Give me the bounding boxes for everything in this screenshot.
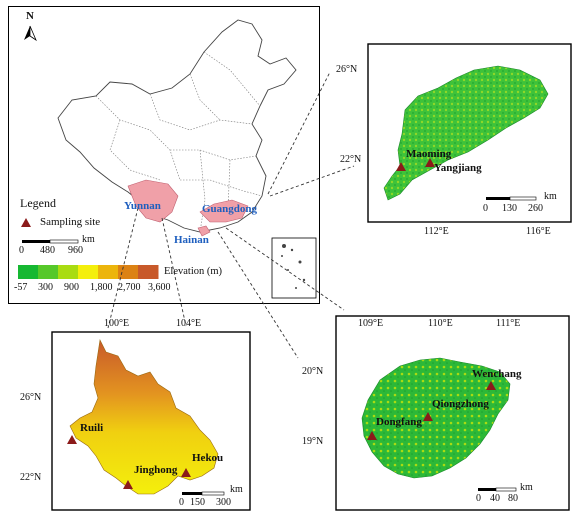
yunnan-scale-tick-0: 0	[179, 497, 184, 508]
elevation-tick-3: 1,800	[90, 282, 113, 293]
guangdong-lat-26: 26°N	[336, 64, 358, 75]
hainan-scale-tick-1: 40	[490, 493, 500, 504]
yunnan-scale-bar	[182, 492, 202, 495]
legend-scale-tick-0: 0	[19, 245, 24, 256]
guangdong-highlight	[199, 199, 249, 223]
elevation-tick-1: 300	[38, 282, 53, 293]
yunnan-lon-104: 104°E	[176, 318, 202, 329]
legend-site-marker-icon	[21, 218, 31, 227]
hainan-lon-110: 110°E	[428, 318, 453, 329]
province-label-hainan: Hainan	[174, 234, 209, 246]
yunnan-site-hekou-icon	[181, 468, 191, 477]
yunnan-scale-tick-1: 150	[190, 497, 205, 508]
hainan-site-wenchang-icon	[486, 381, 496, 390]
china-outline	[57, 19, 297, 233]
yunnan-landmass	[69, 339, 219, 495]
guangdong-site-maoming: Maoming	[406, 148, 452, 160]
elevation-tick-4: 2,700	[118, 282, 141, 293]
yunnan-scale-unit: km	[230, 484, 243, 495]
province-label-guangdong: Guangdong	[202, 203, 258, 215]
yunnan-site-hekou: Hekou	[192, 452, 224, 464]
legend-scale-tick-2: 960	[68, 245, 83, 256]
guangdong-lat-22: 22°N	[340, 154, 362, 165]
elevation-colorbar-swatch	[98, 265, 119, 279]
guangdong-scale-tick-2: 260	[528, 203, 543, 214]
guangdong-scale-unit: km	[544, 191, 557, 202]
yunnan-lon-100: 100°E	[104, 318, 130, 329]
province-boundaries	[95, 51, 263, 233]
elevation-colorbar-swatch	[38, 265, 59, 279]
hainan-lon-111: 111°E	[496, 318, 521, 329]
yunnan-lat-26: 26°N	[20, 392, 42, 403]
guangdong-site-maoming-icon	[396, 162, 406, 171]
north-arrow-icon	[24, 25, 37, 42]
legend-scale-unit: km	[82, 234, 95, 245]
hainan-lon-109: 109°E	[358, 318, 384, 329]
hainan-landmass	[361, 357, 511, 479]
elevation-colorbar-swatch	[118, 265, 139, 279]
yunnan-highlight	[127, 179, 179, 223]
elevation-colorbar-swatch	[78, 265, 99, 279]
hainan-site-qiongzhong-icon	[423, 412, 433, 421]
leader-lines	[107, 71, 355, 359]
province-label-yunnan: Yunnan	[124, 200, 161, 212]
inset-islands	[281, 244, 306, 289]
guangdong-lon-112: 112°E	[424, 226, 449, 237]
hainan-scale-tick-0: 0	[476, 493, 481, 504]
hainan-highlight	[197, 225, 211, 237]
guangdong-lon-116: 116°E	[526, 226, 551, 237]
elevation-colorbar	[18, 265, 159, 279]
elevation-tick-5: 3,600	[148, 282, 171, 293]
yunnan-site-jinghong: Jinghong	[134, 464, 178, 476]
guangdong-scale-tick-0: 0	[483, 203, 488, 214]
hainan-site-dongfang-icon	[367, 431, 377, 440]
yunnan-site-ruili: Ruili	[80, 422, 104, 434]
hainan-site-qiongzhong: Qiongzhong	[432, 398, 489, 410]
guangdong-scale-tick-1: 130	[502, 203, 517, 214]
hainan-site-wenchang: Wenchang	[472, 368, 522, 380]
guangdong-site-yangjiang-icon	[425, 158, 435, 167]
guangdong-site-yangjiang: Yangjiang	[434, 162, 482, 174]
hainan-lat-19: 19°N	[302, 436, 324, 447]
yunnan-site-ruili-icon	[67, 435, 77, 444]
yunnan-scale-tick-2: 300	[216, 497, 231, 508]
legend-scale-tick-1: 480	[40, 245, 55, 256]
hainan-scale-tick-2: 80	[508, 493, 518, 504]
hainan-scale-unit: km	[520, 482, 533, 493]
south-china-sea-inset	[271, 237, 317, 299]
north-label: N	[26, 10, 34, 22]
hainan-lat-20: 20°N	[302, 366, 324, 377]
yunnan-site-jinghong-icon	[123, 480, 133, 489]
guangdong-scale-bar	[486, 197, 510, 200]
elevation-title: Elevation (m)	[164, 266, 223, 277]
elevation-tick-0: -57	[14, 282, 28, 293]
elevation-tick-2: 900	[64, 282, 79, 293]
elevation-colorbar-swatch	[18, 265, 39, 279]
guangdong-landmass	[383, 65, 549, 201]
elevation-colorbar-swatch	[58, 265, 79, 279]
yunnan-lat-22: 22°N	[20, 472, 42, 483]
legend-title: Legend	[20, 196, 56, 210]
legend-sampling-label: Sampling site	[40, 216, 101, 228]
hainan-scale-bar	[478, 488, 496, 491]
elevation-colorbar-swatch	[138, 265, 159, 279]
hainan-site-dongfang: Dongfang	[376, 416, 422, 428]
legend-scale-bar	[22, 240, 50, 243]
